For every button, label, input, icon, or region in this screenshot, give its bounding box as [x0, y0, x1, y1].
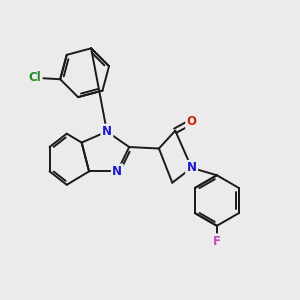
Text: N: N — [112, 165, 122, 178]
Text: Cl: Cl — [28, 71, 41, 84]
Text: O: O — [187, 115, 196, 128]
Text: N: N — [102, 125, 112, 138]
Text: F: F — [213, 235, 221, 248]
Text: N: N — [187, 161, 196, 174]
